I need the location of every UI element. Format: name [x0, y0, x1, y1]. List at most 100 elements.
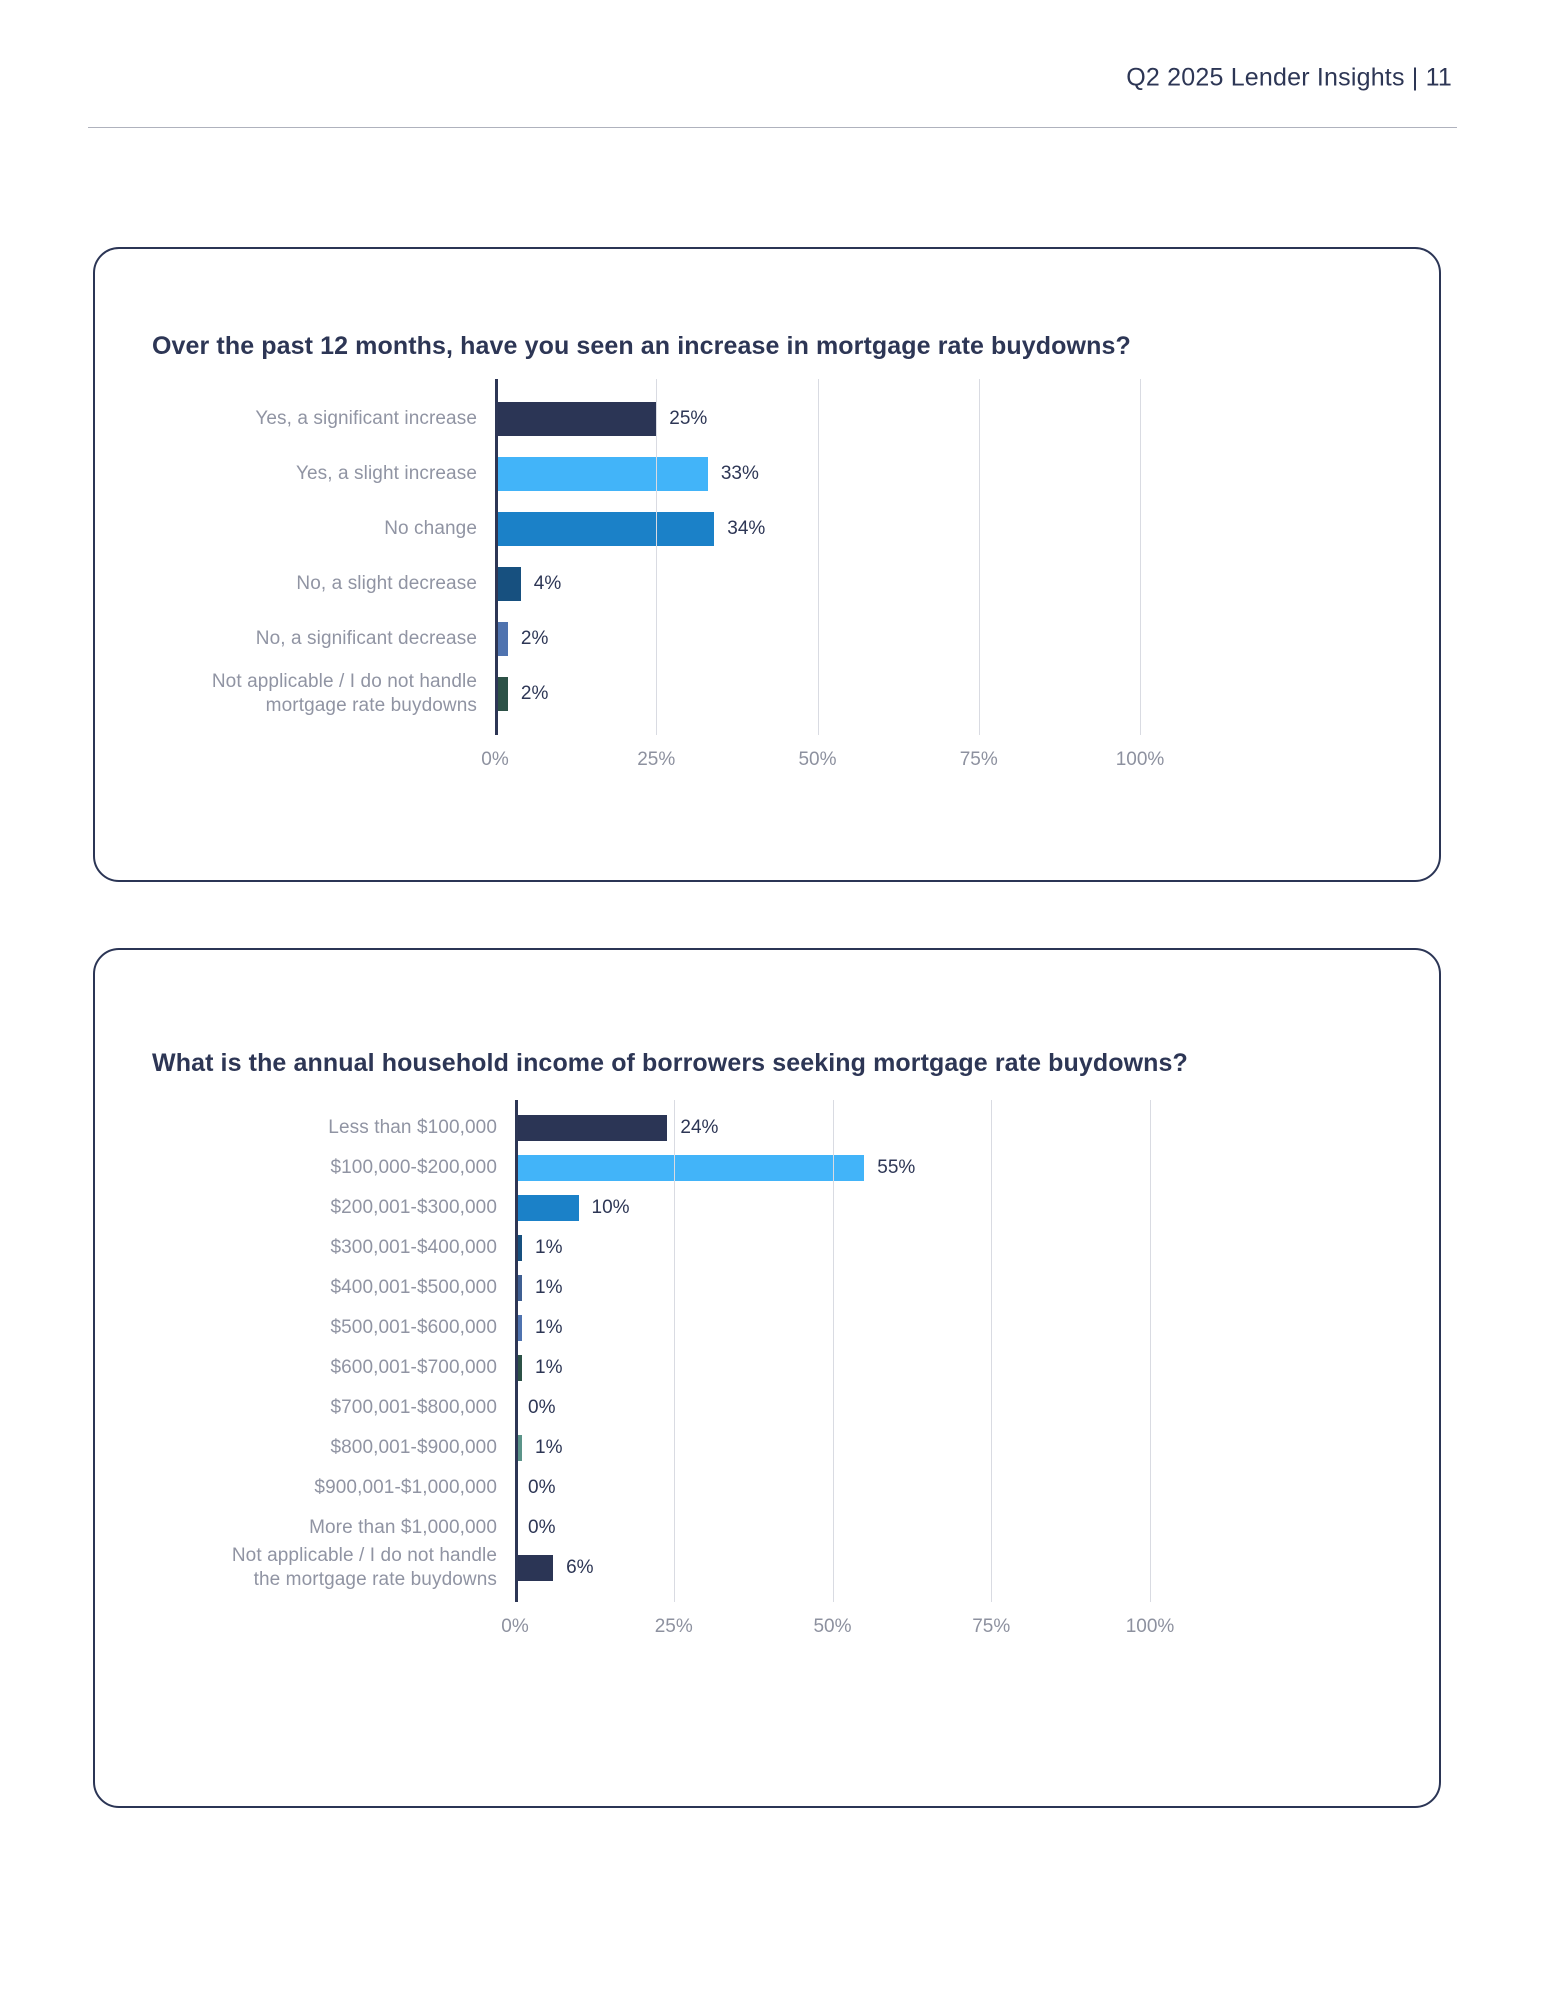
category-label: No, a significant decrease — [255, 627, 477, 649]
x-axis-tick-label: 0% — [481, 749, 509, 770]
bar-row: $300,001-$400,000 1% — [95, 1228, 1439, 1268]
bar-track: 0% — [515, 1468, 1439, 1508]
bar — [515, 1195, 579, 1221]
x-axis-ticks: 0% 25% 50% 75% 100% — [501, 1616, 1174, 1646]
category-label: $300,001-$400,000 — [330, 1237, 497, 1259]
bar — [495, 566, 521, 601]
category-label: $400,001-$500,000 — [330, 1277, 497, 1299]
bar-value-label: 55% — [877, 1157, 916, 1178]
bar-value-label: 0% — [528, 1477, 556, 1498]
bar-value-label: 0% — [528, 1517, 556, 1538]
x-axis-tick-label: 0% — [501, 1616, 529, 1637]
x-axis-tick-label: 50% — [798, 749, 837, 770]
bar — [515, 1355, 522, 1381]
bar-value-label: 2% — [520, 627, 549, 649]
category-label: Yes, a slight increase — [295, 462, 477, 484]
bar-chart-buydown-increase: Yes, a significant increase 25% Yes, a sli… — [95, 379, 1439, 819]
bar-value-label: 6% — [566, 1557, 594, 1578]
bar-value-label: 25% — [669, 407, 708, 429]
header-divider — [88, 127, 1457, 128]
bar-value-label: 34% — [727, 517, 766, 539]
category-label: $500,001-$600,000 — [330, 1317, 497, 1339]
bar — [515, 1235, 522, 1261]
bar-value-label: 1% — [535, 1437, 563, 1458]
chart-card-buydown-increase: Over the past 12 months, have you seen a… — [93, 247, 1441, 882]
bar-value-label: 10% — [591, 1197, 630, 1218]
category-label: $100,000-$200,000 — [330, 1157, 497, 1179]
bar-track: 6% — [515, 1548, 1439, 1588]
bar-value-label: 1% — [535, 1317, 563, 1338]
category-label: No, a slight decrease — [296, 572, 477, 594]
bar-value-label: 0% — [528, 1397, 556, 1418]
plot-area: Less than $100,000 24% $100,000-$200,000 55… — [95, 1100, 1439, 1750]
bar-row: Less than $100,000 24% — [95, 1108, 1439, 1148]
bar — [495, 456, 708, 491]
bar — [515, 1115, 668, 1141]
bar-row: $100,000-$200,000 55% — [95, 1148, 1439, 1188]
bar-track: 10% — [515, 1188, 1439, 1228]
bar-row: No, a significant decrease 2% — [95, 611, 1439, 666]
bar-track: 34% — [495, 501, 1439, 556]
bar — [515, 1435, 522, 1461]
bar-track: 1% — [515, 1308, 1439, 1348]
bar-value-label: 33% — [720, 462, 759, 484]
bar-track: 55% — [515, 1148, 1439, 1188]
bar-row: Not applicable / I do not handle the mor… — [95, 1545, 1439, 1590]
bar-track: 0% — [515, 1508, 1439, 1548]
chart-card-borrower-income: What is the annual household income of b… — [93, 948, 1441, 1808]
x-axis-tick-label: 25% — [637, 749, 676, 770]
bar-value-label: 1% — [535, 1277, 563, 1298]
bar-track: 1% — [515, 1268, 1439, 1308]
bar-row: $800,001-$900,000 1% — [95, 1428, 1439, 1468]
category-label: No change — [384, 517, 477, 539]
category-label: Not applicable / I do not handle the mor… — [231, 1545, 497, 1590]
bar-row: $900,001-$1,000,000 0% — [95, 1468, 1439, 1508]
bar-track: 25% — [495, 391, 1439, 446]
bar-row: Not applicable / I do not handle mortgag… — [95, 666, 1439, 721]
category-label: $700,001-$800,000 — [330, 1397, 497, 1419]
x-axis-tick-label: 25% — [654, 1616, 693, 1637]
bar-value-label: 4% — [533, 572, 562, 594]
category-label: Yes, a significant increase — [255, 407, 477, 429]
bar-row: $700,001-$800,000 0% — [95, 1388, 1439, 1428]
chart-title: What is the annual household income of b… — [152, 1048, 1188, 1077]
bar-track: 33% — [495, 446, 1439, 501]
bar-track: 1% — [515, 1228, 1439, 1268]
bar-chart-borrower-income: Less than $100,000 24% $100,000-$200,000 55… — [95, 1100, 1439, 1750]
bar — [495, 401, 657, 436]
bar-track: 24% — [515, 1108, 1439, 1148]
bar-track: 2% — [495, 666, 1439, 721]
bar-track: 1% — [515, 1348, 1439, 1388]
category-label: More than $1,000,000 — [309, 1517, 497, 1539]
bar-row: $600,001-$700,000 1% — [95, 1348, 1439, 1388]
bar-row: More than $1,000,000 0% — [95, 1508, 1439, 1548]
category-label: $900,001-$1,000,000 — [314, 1477, 497, 1499]
bar-track: 1% — [515, 1428, 1439, 1468]
bar-value-label: 2% — [520, 682, 549, 704]
plot-area: Yes, a significant increase 25% Yes, a sli… — [95, 379, 1439, 819]
bar-row: $200,001-$300,000 10% — [95, 1188, 1439, 1228]
page-header: Q2 2025 Lender Insights | 11 — [0, 0, 1545, 128]
bar-row: $500,001-$600,000 1% — [95, 1308, 1439, 1348]
bar-track: 2% — [495, 611, 1439, 666]
category-label: $800,001-$900,000 — [330, 1437, 497, 1459]
bar — [515, 1155, 865, 1181]
bar-track: 0% — [515, 1388, 1439, 1428]
category-label: $600,001-$700,000 — [330, 1357, 497, 1379]
category-label: Not applicable / I do not handle mortgag… — [211, 670, 477, 716]
x-axis-tick-label: 75% — [972, 1616, 1011, 1637]
x-axis-tick-label: 50% — [813, 1616, 852, 1637]
x-axis-tick-label: 100% — [1115, 749, 1165, 770]
page-header-title: Q2 2025 Lender Insights | 11 — [1126, 63, 1452, 92]
bar-track: 4% — [495, 556, 1439, 611]
bar-row: No change 34% — [95, 501, 1439, 556]
bar — [495, 621, 508, 656]
bar-value-label: 1% — [535, 1357, 563, 1378]
bar-rows: Yes, a significant increase 25% Yes, a sli… — [95, 391, 1439, 721]
bar — [495, 676, 508, 711]
category-label: Less than $100,000 — [328, 1117, 497, 1139]
bar-row: $400,001-$500,000 1% — [95, 1268, 1439, 1308]
x-axis-ticks: 0% 25% 50% 75% 100% — [481, 749, 1164, 779]
bar — [515, 1315, 522, 1341]
chart-title: Over the past 12 months, have you seen a… — [152, 331, 1131, 360]
